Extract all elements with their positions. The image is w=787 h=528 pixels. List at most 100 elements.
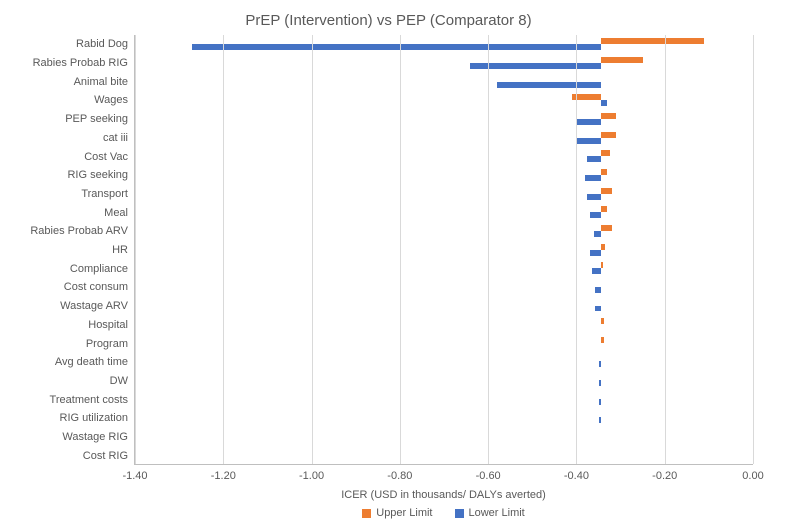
lower-bar: [576, 119, 600, 125]
x-tick-label: -0.60: [476, 470, 501, 482]
lower-bar: [601, 100, 608, 106]
legend-lower: Lower Limit: [455, 507, 525, 519]
lower-bar: [590, 250, 601, 256]
gridline: [223, 35, 224, 464]
upper-bar: [601, 225, 612, 231]
legend-label-upper: Upper Limit: [376, 507, 432, 519]
gridline: [312, 35, 313, 464]
bar-row: [135, 91, 753, 110]
category-label: Wages: [24, 91, 128, 110]
gridline: [576, 35, 577, 464]
gridline: [135, 35, 136, 464]
lower-bar: [599, 417, 600, 423]
category-label: Meal: [24, 203, 128, 222]
lower-bar: [576, 138, 600, 144]
category-label: Program: [24, 334, 128, 353]
lower-bar: [599, 361, 601, 367]
bar-row: [135, 259, 753, 278]
bar-row: [135, 408, 753, 427]
bar-row: [135, 35, 753, 54]
upper-bar: [601, 113, 616, 119]
bar-row: [135, 72, 753, 91]
upper-bar: [601, 188, 612, 194]
bar-row: [135, 203, 753, 222]
bar-row: [135, 54, 753, 73]
upper-bar: [601, 337, 604, 343]
upper-bar: [601, 150, 610, 156]
upper-bar: [601, 169, 608, 175]
lower-bar: [599, 399, 601, 405]
category-label: Avg death time: [24, 353, 128, 372]
legend-upper: Upper Limit: [362, 507, 432, 519]
category-label: DW: [24, 372, 128, 391]
category-label: PEP seeking: [24, 110, 128, 129]
upper-bar: [601, 38, 705, 44]
bar-row: [135, 222, 753, 241]
legend-swatch-upper: [362, 509, 371, 518]
lower-bar: [595, 306, 601, 312]
category-label: Transport: [24, 185, 128, 204]
bar-row: [135, 352, 753, 371]
plot-area: -1.40-1.20-1.00-0.80-0.60-0.40-0.200.00: [134, 35, 753, 465]
category-label: Hospital: [24, 316, 128, 335]
bar-row: [135, 147, 753, 166]
upper-bar: [601, 244, 605, 250]
lower-bar: [587, 194, 600, 200]
category-label: Cost Vac: [24, 147, 128, 166]
bar-row: [135, 240, 753, 259]
lower-bar: [599, 380, 601, 386]
x-axis-label: ICER (USD in thousands/ DALYs averted): [134, 489, 753, 501]
x-tick-label: -1.20: [211, 470, 236, 482]
x-tick-label: -0.20: [652, 470, 677, 482]
bar-row: [135, 445, 753, 464]
bar-row: [135, 427, 753, 446]
category-label: Rabid Dog: [24, 35, 128, 54]
upper-bar: [601, 318, 605, 324]
x-tick-label: -0.40: [564, 470, 589, 482]
upper-bar: [601, 206, 608, 212]
bar-row: [135, 128, 753, 147]
legend: Upper Limit Lower Limit: [134, 507, 753, 519]
bar-row: [135, 315, 753, 334]
x-tick-label: -1.00: [299, 470, 324, 482]
bar-row: [135, 110, 753, 129]
x-tick-label: -1.40: [122, 470, 147, 482]
category-label: Rabies Probab ARV: [24, 222, 128, 241]
tornado-chart: PrEP (Intervention) vs PEP (Comparator 8…: [0, 0, 787, 528]
bar-row: [135, 296, 753, 315]
category-label: Compliance: [24, 259, 128, 278]
x-tick-label: -0.80: [387, 470, 412, 482]
upper-bar: [601, 132, 616, 138]
category-label: Animal bite: [24, 72, 128, 91]
chart-title: PrEP (Intervention) vs PEP (Comparator 8…: [24, 12, 753, 29]
bar-row: [135, 278, 753, 297]
bar-row: [135, 166, 753, 185]
y-axis-labels: Rabid DogRabies Probab RIGAnimal biteWag…: [24, 35, 134, 465]
bar-row: [135, 334, 753, 353]
category-label: cat iii: [24, 129, 128, 148]
bars-container: [135, 35, 753, 464]
lower-bar: [587, 156, 600, 162]
x-tick-label: 0.00: [742, 470, 763, 482]
lower-bar: [590, 212, 601, 218]
lower-bar: [497, 82, 601, 88]
gridline: [400, 35, 401, 464]
plot-row: Rabid DogRabies Probab RIGAnimal biteWag…: [24, 35, 753, 465]
gridline: [488, 35, 489, 464]
bar-row: [135, 389, 753, 408]
category-label: RIG seeking: [24, 166, 128, 185]
upper-bar: [601, 262, 603, 268]
category-label: Rabies Probab RIG: [24, 54, 128, 73]
legend-label-lower: Lower Limit: [469, 507, 525, 519]
category-label: Cost RIG: [24, 446, 128, 465]
category-label: Treatment costs: [24, 390, 128, 409]
category-label: Cost consum: [24, 278, 128, 297]
category-label: Wastage RIG: [24, 428, 128, 447]
upper-bar: [601, 57, 643, 63]
gridline: [665, 35, 666, 464]
legend-swatch-lower: [455, 509, 464, 518]
lower-bar: [592, 268, 601, 274]
lower-bar: [595, 287, 601, 293]
category-label: Wastage ARV: [24, 297, 128, 316]
category-label: HR: [24, 241, 128, 260]
